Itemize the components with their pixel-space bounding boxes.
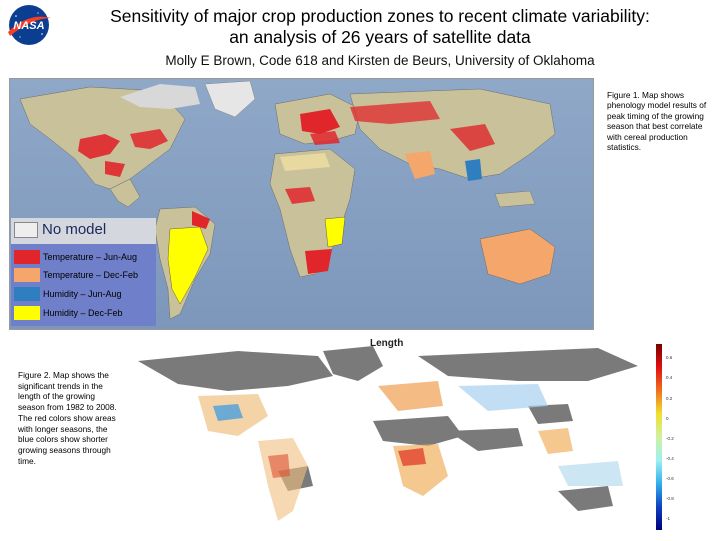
figure-2-caption: Figure 2. Map shows the significant tren…	[18, 370, 117, 466]
legend-item-temp-jun-aug: Temperature – Jun-Aug	[11, 250, 156, 266]
colorbar-tick: 0	[666, 416, 669, 421]
title-line-1: Sensitivity of major crop production zon…	[110, 6, 650, 26]
colorbar-tick: -1	[666, 516, 671, 521]
legend-item-humidity-dec-feb: Humidity – Dec-Feb	[11, 306, 156, 322]
colorbar-tick: -0.6	[666, 476, 674, 481]
colorbar-tick: 0.2	[666, 396, 673, 401]
legend-label-no-model: No model	[42, 221, 107, 238]
figure-1-caption: Figure 1. Map shows phenology model resu…	[607, 90, 707, 153]
nasa-logo: NASA	[4, 4, 54, 46]
title-line-2: an analysis of 26 years of satellite dat…	[229, 27, 531, 47]
logo-text: NASA	[13, 20, 44, 32]
legend-item-temp-dec-feb: Temperature – Dec-Feb	[11, 268, 156, 284]
colorbar	[656, 344, 662, 530]
colorbar-tick: 0.6	[666, 355, 673, 360]
legend-swatch	[14, 250, 40, 264]
length-map-title: Length	[370, 338, 404, 349]
season-length-trend-map	[118, 336, 693, 536]
legend-label: Humidity – Dec-Feb	[43, 308, 123, 318]
legend-swatch	[14, 306, 40, 320]
colorbar-tick: 0.4	[666, 375, 673, 380]
legend-no-model: No model	[11, 218, 156, 244]
legend-item-humidity-jun-aug: Humidity – Jun-Aug	[11, 287, 156, 303]
legend-swatch-no-model	[14, 222, 38, 238]
page-title: Sensitivity of major crop production zon…	[60, 6, 700, 48]
legend-label: Temperature – Jun-Aug	[43, 252, 138, 262]
legend-label: Temperature – Dec-Feb	[43, 270, 139, 280]
legend-swatch	[14, 287, 40, 301]
colorbar-tick: -0.4	[666, 456, 674, 461]
colorbar-tick: -0.8	[666, 496, 674, 501]
authors-line: Molly E Brown, Code 618 and Kirsten de B…	[165, 53, 595, 68]
legend-swatch	[14, 268, 40, 282]
legend-label: Humidity – Jun-Aug	[43, 289, 122, 299]
colorbar-tick: -0.2	[666, 436, 674, 441]
